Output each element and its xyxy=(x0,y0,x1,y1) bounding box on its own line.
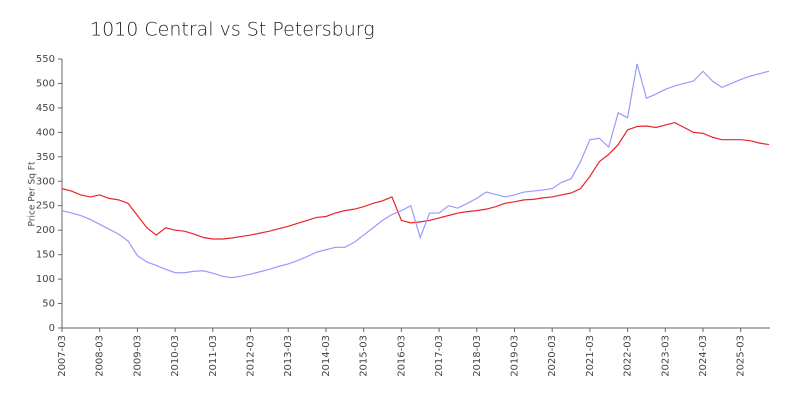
y-tick-label: 100 xyxy=(36,274,55,285)
y-tick-label: 150 xyxy=(36,250,55,261)
x-tick-label: 2011-03 xyxy=(208,335,219,377)
y-axis-label: Price Per Sq Ft xyxy=(28,161,38,226)
x-tick-label: 2010-03 xyxy=(170,335,181,377)
y-tick-label: 0 xyxy=(49,323,55,334)
x-tick-label: 2017-03 xyxy=(434,335,445,377)
y-tick-label: 50 xyxy=(42,299,55,310)
x-tick-label: 2013-03 xyxy=(283,335,294,377)
series-line xyxy=(61,63,770,279)
x-tick-label: 2012-03 xyxy=(246,335,257,377)
x-tick-label: 2007-03 xyxy=(57,335,68,377)
x-tick-label: 2025-03 xyxy=(736,335,747,377)
x-tick-label: 2022-03 xyxy=(623,335,634,377)
x-tick-label: 2020-03 xyxy=(547,335,558,377)
x-tick-label: 2009-03 xyxy=(132,335,143,377)
x-tick-label: 2014-03 xyxy=(321,335,332,377)
y-tick-label: 300 xyxy=(36,176,55,187)
x-tick-label: 2015-03 xyxy=(359,335,370,377)
x-tick-label: 2018-03 xyxy=(472,335,483,377)
y-tick-label: 500 xyxy=(36,78,55,89)
y-tick-label: 550 xyxy=(36,54,55,65)
chart-title: 1010 Central vs St Petersburg xyxy=(90,19,375,41)
y-tick-label: 350 xyxy=(36,152,55,163)
y-tick-label: 450 xyxy=(36,103,55,114)
y-tick-label: 250 xyxy=(36,201,55,212)
x-tick-label: 2023-03 xyxy=(660,335,671,377)
y-tick-label: 200 xyxy=(36,225,55,236)
x-tick-label: 2024-03 xyxy=(698,335,709,377)
y-tick-label: 400 xyxy=(36,127,55,138)
x-tick-label: 2008-03 xyxy=(95,335,106,377)
x-tick-label: 2019-03 xyxy=(509,335,520,377)
x-tick-label: 2016-03 xyxy=(396,335,407,377)
x-tick-label: 2021-03 xyxy=(585,335,596,377)
